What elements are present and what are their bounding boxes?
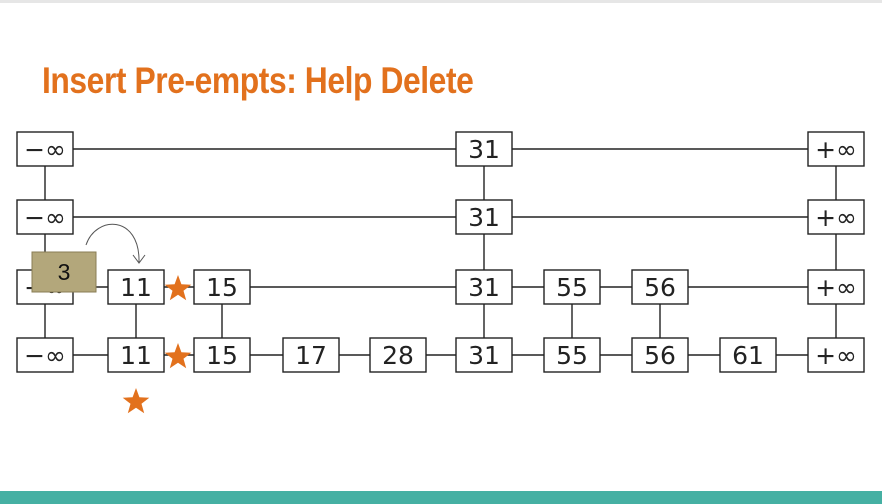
node-15: 15 [193, 337, 251, 373]
node-box [16, 337, 74, 373]
node-box [455, 199, 513, 235]
node-box [807, 199, 865, 235]
node-pos-inf: +∞ [807, 131, 865, 167]
node-28: 28 [369, 337, 427, 373]
node-pos-inf: +∞ [807, 337, 865, 373]
node-11: 11 [107, 269, 165, 305]
node-pos-inf: +∞ [807, 269, 865, 305]
arrow-head [132, 254, 146, 264]
node-55: 55 [543, 337, 601, 373]
node-box [455, 337, 513, 373]
node-box [107, 269, 165, 305]
node-box [16, 131, 74, 167]
node-label: 31 [468, 341, 500, 370]
node-box [455, 269, 513, 305]
node-label: 56 [644, 273, 676, 302]
links-layer [44, 148, 837, 356]
node-label: +∞ [815, 135, 857, 164]
slide-title: Insert Pre-empts: Help Delete [42, 60, 474, 101]
arrow-curve [85, 223, 140, 263]
node-label: 55 [556, 273, 588, 302]
node-label: 56 [644, 341, 676, 370]
node-31: 31 [455, 131, 513, 167]
top-rule [0, 0, 882, 3]
node-55: 55 [543, 269, 601, 305]
node-31: 31 [455, 199, 513, 235]
node-56: 56 [631, 337, 689, 373]
node-31: 31 [455, 269, 513, 305]
star-icon [122, 388, 150, 414]
insert-value: 3 [58, 259, 71, 285]
node-box [193, 269, 251, 305]
node-label: 61 [732, 341, 764, 370]
node-31: 31 [455, 337, 513, 373]
node-neg-inf: −∞ [16, 337, 74, 373]
node-label: 31 [468, 203, 500, 232]
node-box [631, 337, 689, 373]
node-label: 15 [206, 273, 238, 302]
node-label: −∞ [24, 203, 66, 232]
node-box [807, 131, 865, 167]
node-box [282, 337, 340, 373]
node-pos-inf: +∞ [807, 199, 865, 235]
node-box [16, 199, 74, 235]
node-label: 55 [556, 341, 588, 370]
node-neg-inf: −∞ [16, 131, 74, 167]
node-17: 17 [282, 337, 340, 373]
sticky-note [31, 251, 97, 293]
node-label: 11 [120, 273, 152, 302]
node-label: 31 [468, 135, 500, 164]
node-box [631, 269, 689, 305]
curved-arrow-icon [85, 223, 146, 264]
node-box [193, 337, 251, 373]
bottom-accent-bar [0, 491, 882, 504]
node-box [543, 269, 601, 305]
node-box [369, 337, 427, 373]
star-icon [164, 343, 192, 369]
node-box [455, 131, 513, 167]
node-label: 11 [120, 341, 152, 370]
nodes-layer: −∞31+∞−∞31+∞−∞1115315556+∞−∞111517283155… [16, 131, 865, 373]
node-61: 61 [719, 337, 777, 373]
node-label: +∞ [815, 203, 857, 232]
node-label: +∞ [815, 273, 857, 302]
node-label: 28 [382, 341, 414, 370]
node-box [107, 337, 165, 373]
node-56: 56 [631, 269, 689, 305]
node-label: −∞ [24, 341, 66, 370]
node-label: +∞ [815, 341, 857, 370]
node-box [807, 269, 865, 305]
insert-note: 3 [31, 251, 97, 293]
star-icon [164, 275, 192, 301]
node-box [543, 337, 601, 373]
node-box [807, 337, 865, 373]
node-label: 31 [468, 273, 500, 302]
node-neg-inf: −∞ [16, 199, 74, 235]
overlay-layer: 3 [31, 223, 192, 414]
node-label: 17 [295, 341, 327, 370]
node-label: 15 [206, 341, 238, 370]
node-label: −∞ [24, 135, 66, 164]
node-15: 15 [193, 269, 251, 305]
node-box [719, 337, 777, 373]
node-11: 11 [107, 337, 165, 373]
